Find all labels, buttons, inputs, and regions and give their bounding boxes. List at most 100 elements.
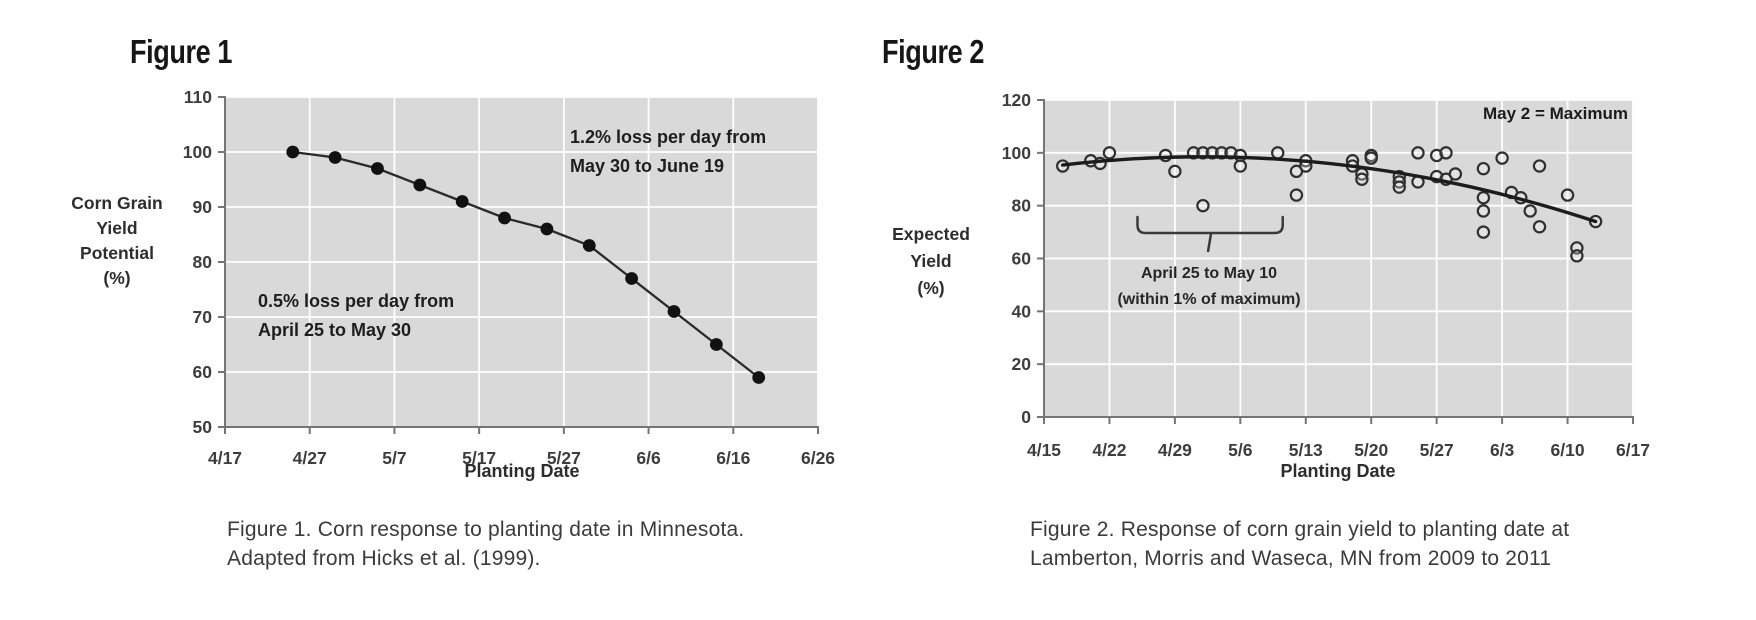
scatter-point [1392,180,1406,194]
data-point-marker [413,178,427,192]
data-point-marker [371,162,384,175]
figure1-annotation-lower: 0.5% loss per day from April 25 to May 3… [258,287,454,345]
figure1-annotation-upper: 1.2% loss per day from May 30 to June 19 [570,123,766,181]
x-tick-label: 5/7 [382,448,406,468]
y-tick-label: 80 [1012,196,1032,216]
y-tick-label: 20 [1012,354,1032,374]
scatter-point [1532,159,1547,173]
y-tick-label: 80 [193,252,213,272]
scatter-point [1560,188,1575,202]
scatter-point [1364,151,1378,165]
figure2-heading: Figure 2 [882,33,984,70]
caption-line: Lamberton, Morris and Waseca, MN from 20… [1030,546,1552,570]
figure1-y-axis-label-line: Potential [80,243,154,263]
scatter-point [1289,188,1304,202]
x-tick-label: 5/20 [1354,440,1388,460]
x-tick-label: 6/3 [1490,440,1515,460]
scatter-point [1355,172,1369,186]
caption-line: Adapted from Hicks et al. (1999). [227,546,541,570]
figure2-y-axis-label: Expected Yield (%) [856,221,1006,302]
x-tick-label: 6/16 [716,448,750,468]
x-tick-label: 6/26 [801,448,835,468]
x-tick-label: 4/15 [1027,440,1061,460]
annotation-line: 0.5% loss per day from [258,291,455,311]
figure2-caption: Figure 2. Response of corn grain yield t… [1030,516,1569,573]
series-line [292,150,760,379]
data-point-marker [709,338,723,351]
x-tick-label: 5/27 [547,448,581,468]
y-tick-label: 0 [1021,407,1031,427]
figure2-annotation-maximum: May 2 = Maximum [1482,104,1628,123]
scatter-point [1196,198,1210,213]
scatter-point [1448,167,1463,181]
caption-line: Figure 1. Corn response to planting date… [227,518,745,541]
annotation-line: (within 1% of maximum) [1117,291,1301,308]
caption-line: Figure 2. Response of corn grain yield t… [1030,518,1570,541]
y-tick-label: 60 [193,362,213,382]
x-tick-label: 5/6 [1228,440,1253,460]
figure1-heading: Figure 1 [130,33,232,70]
data-point-marker [455,195,469,208]
annotation-line: 1.2% loss per day from [570,127,767,147]
scatter-point [1523,204,1537,218]
y-tick-label: 110 [184,87,212,107]
figure1-y-axis-label-line: Corn Grain [71,193,163,213]
x-tick-label: 5/13 [1289,440,1323,460]
y-tick-label: 120 [1002,90,1031,110]
data-point-marker [752,371,766,384]
x-tick-label: 4/27 [293,448,327,468]
figure1-y-axis-label-line: (%) [103,268,131,288]
figure1-y-axis-label: Corn Grain Yield Potential (%) [42,191,192,291]
x-tick-label: 4/29 [1158,440,1192,460]
y-tick-label: 50 [193,417,213,437]
x-tick-label: 6/17 [1616,440,1650,460]
data-point-marker [625,272,639,285]
x-tick-label: 6/6 [636,448,661,468]
annotation-line: May 30 to June 19 [570,156,725,176]
scatter-point [1570,249,1584,263]
data-point-marker [582,239,596,252]
scatter-point [1411,146,1425,160]
scatter-point [1158,148,1173,163]
scatter-point [1271,146,1285,160]
trend-line [1060,155,1598,224]
scatter-point [1102,146,1117,160]
y-tick-label: 100 [1002,143,1031,163]
data-point-marker [498,211,511,225]
scatter-point [1168,164,1182,179]
scatter-point [1476,161,1491,176]
data-point-marker [328,151,342,164]
figure1-x-axis-label: Planting Date [464,461,580,481]
figure2-annotation-bracket: April 25 to May 10 (within 1% of maximum… [1094,261,1324,313]
figure1-y-axis-label-line: Yield [96,218,138,238]
scatter-point [1532,220,1547,234]
y-tick-label: 70 [193,307,213,327]
scatter-point [1476,204,1491,218]
figure2-y-axis-label-line: Yield [910,251,952,271]
scatter-point [1476,191,1491,205]
figure2-y-axis-label-line: Expected [892,224,970,244]
x-tick-label: 5/27 [1420,440,1454,460]
annotation-line: April 25 to May 10 [1140,265,1278,282]
y-tick-label: 40 [1012,301,1032,321]
figure2-x-axis-label: Planting Date [1280,461,1396,481]
data-point-marker [286,145,300,159]
scatter-point [1495,151,1509,165]
y-tick-label: 90 [193,197,213,217]
scatter-point [1439,146,1453,160]
x-tick-label: 5/17 [462,448,496,468]
data-point-marker [667,305,681,318]
y-tick-label: 60 [1012,249,1032,269]
annotation-line: April 25 to May 30 [258,320,412,340]
scatter-point [1476,225,1491,239]
data-point-marker [540,222,554,236]
x-tick-label: 4/17 [208,448,242,468]
figure2-y-axis-label-line: (%) [917,278,945,298]
x-tick-label: 4/22 [1092,440,1126,460]
x-tick-label: 6/10 [1551,440,1585,460]
range-brace [1136,215,1284,253]
y-tick-label: 100 [183,142,212,162]
scatter-point [1233,159,1248,173]
